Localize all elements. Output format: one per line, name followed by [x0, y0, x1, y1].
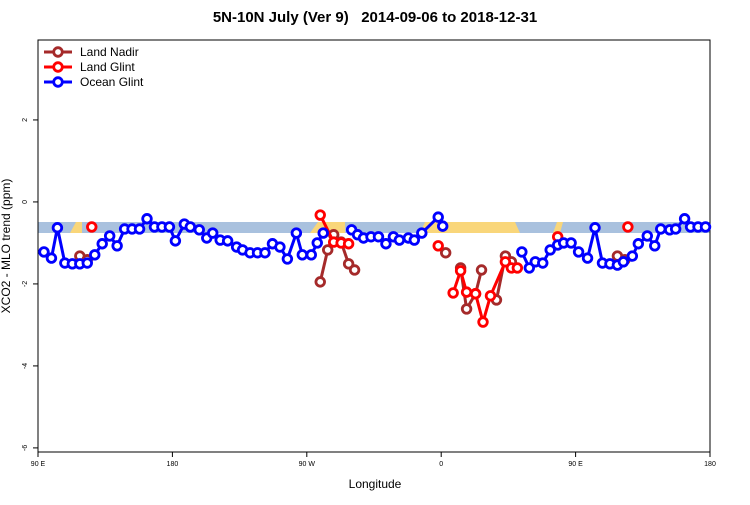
data-point [511, 262, 524, 274]
data-point [626, 250, 639, 262]
legend-marker [52, 61, 64, 73]
data-point [163, 221, 176, 233]
data-point [314, 276, 326, 288]
data-point [348, 264, 361, 276]
y-tick-label: 2 [22, 118, 29, 122]
data-point [475, 264, 488, 276]
data-point [372, 231, 385, 243]
data-point [669, 223, 682, 235]
data-point [589, 222, 601, 234]
data-point [565, 237, 577, 249]
y-axis-label: XCO2 - MLO trend (ppm) [0, 179, 13, 314]
data-point [641, 230, 653, 242]
land-band [553, 222, 563, 233]
legend-marker [52, 76, 64, 88]
data-point [649, 240, 661, 252]
data-point [193, 224, 205, 236]
chart-title: 5N-10N July (Ver 9) 2014-09-06 to 2018-1… [213, 9, 537, 26]
data-point [544, 244, 556, 256]
data-point [516, 246, 528, 258]
data-point [96, 238, 108, 250]
data-point [314, 209, 326, 221]
ocean-band [38, 222, 710, 233]
data-point [622, 221, 634, 233]
data-point [305, 249, 317, 261]
x-tick-label: 0 [439, 461, 443, 468]
land-band [70, 222, 82, 233]
data-point [111, 240, 123, 252]
data-point [393, 234, 406, 246]
y-tick-label: -6 [22, 445, 29, 451]
data-point [469, 288, 482, 300]
data-point [447, 287, 459, 299]
data-point [207, 227, 219, 239]
data-point [439, 247, 452, 259]
plot-area: 90 E 180 90 W 0 90 E 180 -6 -4 -2 0 2 [22, 118, 716, 468]
data-point [537, 257, 549, 269]
data-point [632, 238, 645, 250]
data-point [296, 249, 309, 261]
x-tick-label: 90 E [31, 461, 46, 468]
data-point [477, 316, 489, 328]
data-point [617, 256, 630, 268]
data-point [460, 303, 473, 315]
data-point [408, 234, 421, 246]
data-point [460, 286, 473, 298]
x-tick-label: 180 [704, 461, 716, 468]
data-point [322, 244, 334, 256]
data-point [221, 235, 234, 247]
data-point [274, 241, 286, 253]
legend-label: Land Glint [80, 60, 135, 74]
data-point [141, 213, 153, 225]
legend-label: Ocean Glint [80, 75, 144, 89]
data-point [259, 247, 271, 259]
legend-label: Land Nadir [80, 45, 139, 59]
data-point [86, 221, 98, 233]
land-band [420, 222, 520, 233]
y-tick-label: -4 [22, 363, 29, 369]
data-point [572, 246, 585, 258]
data-point [317, 227, 329, 239]
data-point [416, 227, 428, 239]
data-point [581, 252, 594, 264]
data-point [655, 223, 667, 235]
legend-marker [52, 46, 64, 58]
data-point [432, 211, 444, 223]
x-tick-label: 90 W [299, 461, 316, 468]
data-point [103, 230, 116, 242]
data-point [281, 253, 294, 265]
x-axis-label: Longitude [349, 477, 402, 491]
data-point [169, 235, 182, 247]
data-point [436, 220, 449, 232]
data-point [454, 265, 467, 277]
data-point [89, 249, 101, 261]
data-point [342, 238, 355, 250]
data-point [81, 257, 93, 269]
data-point [432, 240, 444, 252]
data-point [38, 246, 50, 258]
data-point [699, 221, 712, 233]
data-point [51, 222, 64, 234]
data-point [678, 213, 691, 225]
y-tick-label: 0 [22, 200, 29, 204]
data-point [290, 227, 303, 239]
data-point [380, 238, 392, 250]
plot-frame [37, 39, 711, 453]
data-point [133, 223, 146, 235]
data-point [45, 252, 58, 264]
data-point [311, 237, 323, 249]
x-tick-label: 90 E [568, 461, 583, 468]
data-point [484, 290, 497, 302]
y-tick-label: -2 [22, 281, 29, 287]
x-tick-label: 180 [167, 461, 179, 468]
data-point [184, 221, 197, 233]
